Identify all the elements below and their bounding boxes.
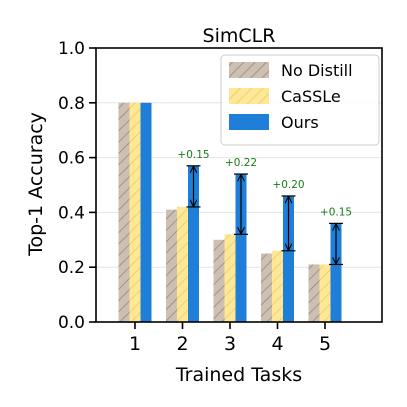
bar-ours xyxy=(283,195,294,322)
bar-no-distill xyxy=(166,209,177,322)
bar-ours xyxy=(330,223,342,322)
x-tick-label: 4 xyxy=(271,333,283,355)
legend-swatch-no-distill xyxy=(229,62,269,78)
chart-title: SimCLR xyxy=(203,25,276,47)
x-axis-ticks: 1 2 3 4 5 xyxy=(129,322,331,355)
bar-no-distill xyxy=(261,253,272,322)
bar-cassle xyxy=(177,206,188,322)
y-tick-label: 0.0 xyxy=(58,313,85,333)
gain-label: +0.15 xyxy=(177,149,209,161)
gain-annotations: +0.15 +0.22 +0.20 +0.15 xyxy=(177,149,352,266)
y-axis-label: Top-1 Accuracy xyxy=(25,112,47,257)
x-tick-label: 5 xyxy=(319,333,331,355)
bar-no-distill xyxy=(213,239,225,322)
bars xyxy=(118,102,342,322)
bar-no-distill xyxy=(118,102,130,322)
bar-ours xyxy=(140,102,152,322)
y-tick-label: 0.4 xyxy=(58,203,85,223)
x-tick-label: 1 xyxy=(129,333,141,355)
plot-frame xyxy=(95,47,383,323)
bar-cassle xyxy=(272,250,283,322)
gain-label: +0.15 xyxy=(320,206,352,218)
y-tick-label: 0.2 xyxy=(58,258,85,278)
legend-swatch-ours xyxy=(229,114,269,130)
bar-ours xyxy=(235,174,247,322)
legend-label: CaSSLe xyxy=(281,87,341,106)
y-tick-label: 1.0 xyxy=(58,39,85,59)
x-tick-label: 2 xyxy=(176,333,188,355)
y-tick-label: 0.8 xyxy=(58,94,85,114)
legend-label: Ours xyxy=(281,113,319,132)
bar-no-distill xyxy=(308,264,320,322)
gain-label: +0.22 xyxy=(225,157,257,169)
y-tick-label: 0.6 xyxy=(58,149,85,169)
legend-label: No Distill xyxy=(281,61,353,80)
bar-cassle xyxy=(319,264,331,322)
bar-cassle xyxy=(224,234,236,322)
x-tick-label: 3 xyxy=(224,333,236,355)
bar-cassle xyxy=(129,102,141,322)
x-axis-label: Trained Tasks xyxy=(175,364,302,386)
bar-ours xyxy=(188,165,199,322)
y-axis-ticks: 0.0 0.2 0.4 0.6 0.8 1.0 xyxy=(58,39,96,333)
legend-swatch-cassle xyxy=(229,88,269,104)
legend: No Distill CaSSLe Ours xyxy=(220,54,380,146)
gain-label: +0.20 xyxy=(272,179,304,191)
